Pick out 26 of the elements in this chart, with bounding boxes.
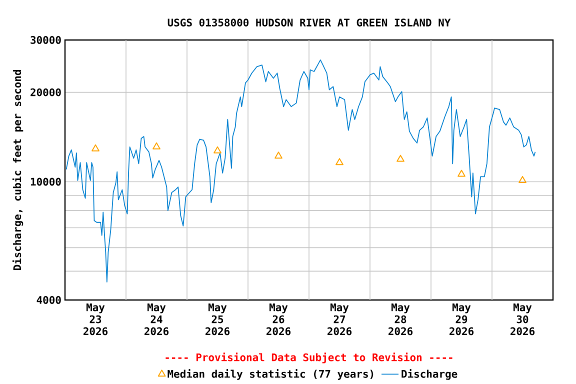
point	[458, 170, 466, 177]
x-tick-label: May 28 2026	[388, 304, 413, 336]
text: ---- Provisional Data Subject to Revision ----	[166, 352, 452, 364]
x-tick-label: May 26 2026	[266, 304, 291, 336]
y-tick-label: 20000	[30, 88, 61, 96]
line-series	[66, 59, 536, 282]
x-tick-label: May 29 2026	[450, 304, 474, 336]
x-tick-label: May 30 2026	[510, 304, 535, 336]
point	[92, 144, 100, 152]
point	[336, 158, 344, 166]
chart-title: USGS 01358000 HUDSON RIVER AT GREEN ISLAND NY	[168, 18, 451, 26]
point	[274, 152, 282, 159]
y-axis-title: Discharge, cubic feet per second	[12, 70, 24, 270]
y-tick-label: 4000	[36, 296, 61, 304]
x-tick-label: May 24 2026	[144, 304, 169, 336]
point	[214, 146, 222, 154]
y-tick-label: 10000	[30, 178, 61, 186]
x-tick-label: May 27 2026	[328, 304, 352, 336]
legend-label: Discharge	[402, 369, 458, 380]
x-tick-label: May 23 2026	[84, 304, 108, 336]
point	[152, 142, 160, 150]
legend-label: Median daily statistic (77 years)	[168, 369, 374, 380]
x-tick-label: May 25 2026	[206, 304, 230, 336]
point	[518, 176, 526, 183]
point	[396, 154, 404, 162]
y-tick-label: 30000	[30, 36, 61, 44]
